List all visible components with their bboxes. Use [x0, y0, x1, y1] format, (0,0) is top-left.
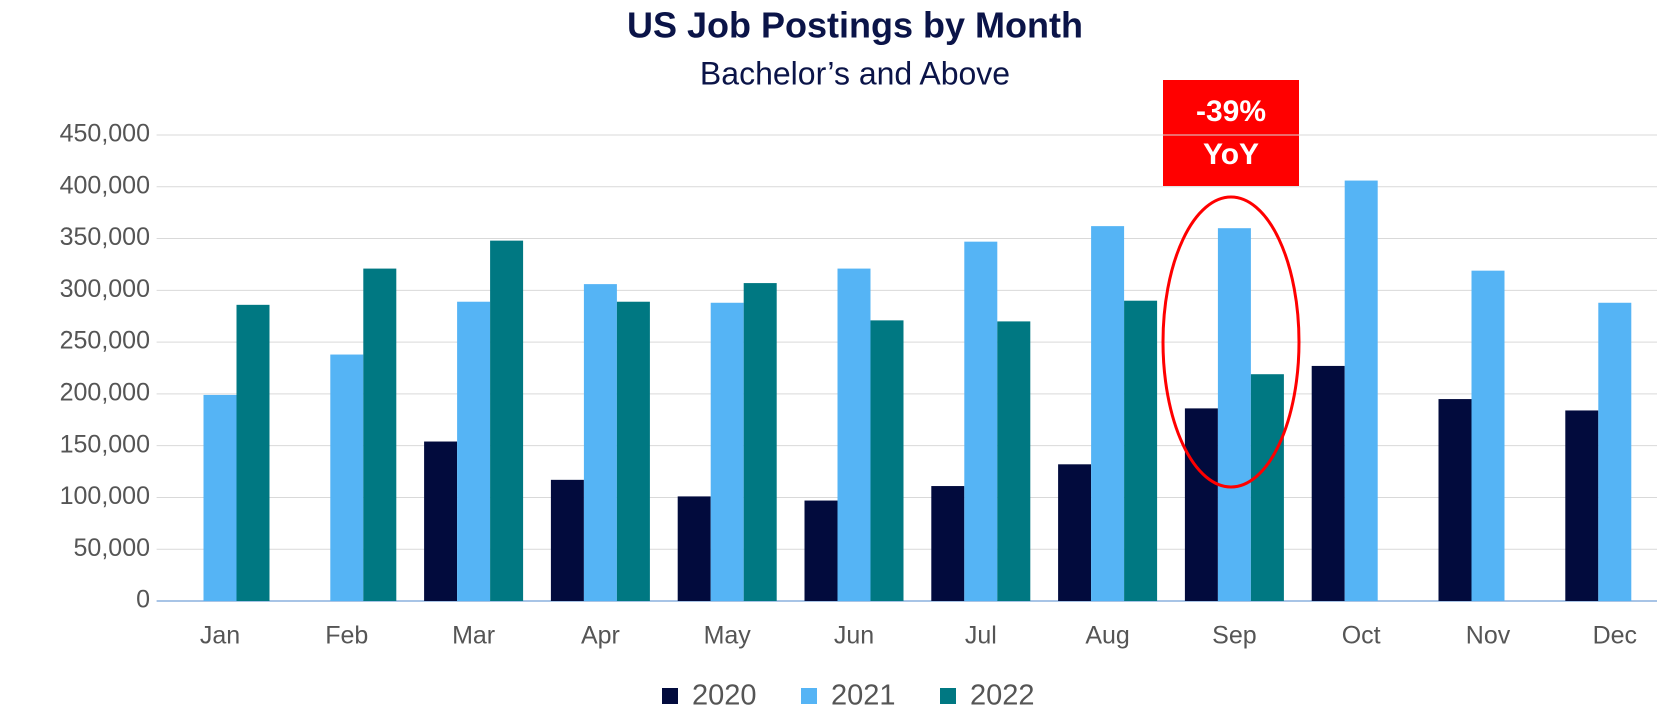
- y-tick-label: 300,000: [60, 275, 150, 303]
- bar: [837, 268, 871, 601]
- x-tick-label: Jan: [200, 622, 240, 650]
- legend-label: 2020: [692, 680, 757, 712]
- chart-subtitle: Bachelor’s and Above: [700, 55, 1010, 91]
- legend-label: 2022: [970, 680, 1035, 712]
- x-tick-label: May: [704, 622, 752, 650]
- y-tick-label: 0: [136, 586, 150, 614]
- bar: [1438, 399, 1472, 601]
- x-tick-label: Dec: [1593, 622, 1637, 650]
- bar: [1184, 408, 1218, 601]
- bar: [804, 500, 838, 601]
- bar: [363, 268, 397, 601]
- x-tick-label: Aug: [1085, 622, 1129, 650]
- legend-swatch: [662, 688, 678, 704]
- bar: [1124, 300, 1158, 601]
- bar: [870, 320, 904, 601]
- bar: [1598, 302, 1632, 601]
- bar: [1058, 464, 1092, 601]
- bar: [203, 394, 237, 601]
- y-tick-label: 150,000: [60, 430, 150, 458]
- x-tick-label: Apr: [581, 622, 620, 650]
- bar: [424, 441, 458, 601]
- bar: [616, 301, 650, 601]
- bar: [1311, 365, 1345, 601]
- bar: [1250, 374, 1284, 601]
- annotation-text: YoY: [1203, 138, 1259, 171]
- annotation-text: -39%: [1196, 95, 1266, 128]
- bar: [710, 302, 744, 601]
- x-tick-label: Jul: [965, 622, 997, 650]
- legend-label: 2021: [831, 680, 896, 712]
- y-tick-label: 450,000: [60, 120, 150, 148]
- y-tick-label: 400,000: [60, 171, 150, 199]
- x-tick-label: Feb: [325, 622, 368, 650]
- y-tick-label: 50,000: [74, 534, 150, 562]
- x-tick-label: Nov: [1466, 622, 1511, 650]
- bar: [997, 321, 1031, 601]
- bar: [677, 496, 711, 601]
- y-tick-label: 350,000: [60, 223, 150, 251]
- bar: [490, 240, 524, 602]
- bar: [1091, 226, 1125, 601]
- legend-swatch: [801, 688, 817, 704]
- bar: [964, 241, 998, 601]
- chart-title: US Job Postings by Month: [627, 5, 1083, 46]
- bar: [457, 301, 491, 601]
- bar: [236, 304, 270, 601]
- bar: [550, 479, 584, 601]
- bar: [1565, 410, 1599, 601]
- annotation-box: [1163, 80, 1299, 186]
- bar: [1217, 228, 1251, 601]
- highlight-ellipse: [1161, 195, 1301, 489]
- bar: [931, 486, 965, 601]
- legend-swatch: [940, 688, 956, 704]
- x-tick-label: Jun: [834, 622, 874, 650]
- y-tick-label: 200,000: [60, 378, 150, 406]
- bar: [743, 283, 777, 601]
- y-tick-label: 100,000: [60, 482, 150, 510]
- bar: [583, 284, 617, 601]
- bar: [330, 354, 364, 601]
- x-tick-label: Oct: [1342, 622, 1381, 650]
- x-tick-label: Mar: [452, 622, 495, 650]
- bar: [1471, 270, 1505, 601]
- bar: [1344, 180, 1378, 601]
- y-tick-label: 250,000: [60, 327, 150, 355]
- x-tick-label: Sep: [1212, 622, 1256, 650]
